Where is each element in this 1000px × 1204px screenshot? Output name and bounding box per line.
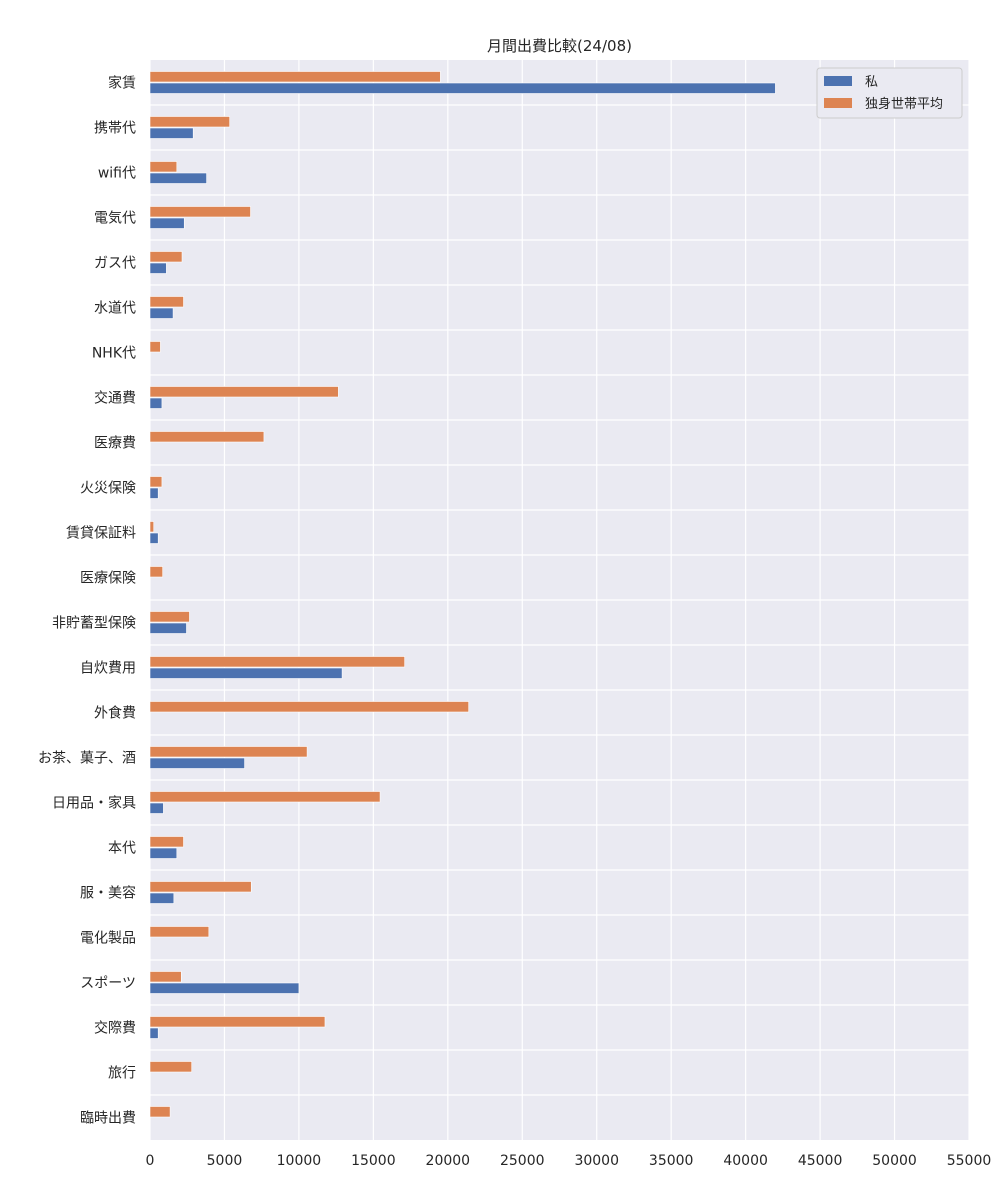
x-tick-label: 45000 — [798, 1153, 843, 1169]
chart-title: 月間出費比較(24/08) — [487, 37, 632, 55]
category-label: 外食費 — [94, 705, 136, 722]
legend-label-average: 独身世帯平均 — [865, 96, 943, 112]
bar-watashi — [149, 847, 178, 859]
bar-watashi — [149, 757, 245, 769]
category-label: 交際費 — [94, 1020, 136, 1037]
bar-average — [149, 836, 184, 848]
grid-lines — [149, 60, 970, 1140]
bar-average — [149, 116, 230, 128]
bar-watashi — [149, 667, 343, 679]
bar-average — [149, 971, 182, 983]
bar-watashi — [149, 307, 174, 319]
bar-average — [149, 881, 252, 893]
bar-watashi — [149, 982, 300, 994]
category-label: NHK代 — [92, 346, 136, 362]
category-label: 日用品・家具 — [52, 795, 136, 812]
bar-average — [149, 791, 381, 803]
bar-watashi — [149, 487, 159, 499]
category-label: 旅行 — [108, 1066, 136, 1082]
category-label: スポーツ — [80, 976, 136, 992]
category-label: 携帯代 — [94, 121, 136, 137]
bar-watashi — [149, 172, 207, 184]
x-tick-label: 55000 — [947, 1153, 992, 1169]
bar-average — [149, 746, 308, 758]
x-tick-label: 25000 — [500, 1153, 545, 1169]
bar-average — [149, 1061, 192, 1073]
category-label: 本代 — [108, 841, 136, 857]
x-tick-label: 0 — [146, 1153, 155, 1169]
bar-average — [149, 521, 155, 533]
bar-watashi — [149, 217, 185, 229]
bar-average — [149, 296, 184, 308]
category-label: wifi代 — [98, 166, 136, 182]
x-tick-label: 20000 — [426, 1153, 471, 1169]
category-label: ガス代 — [94, 256, 136, 272]
x-tick-label: 50000 — [872, 1153, 917, 1169]
bar-watashi — [149, 262, 167, 274]
x-tick-label: 15000 — [351, 1153, 396, 1169]
bar-average — [149, 1016, 326, 1028]
legend-swatch-watashi — [824, 76, 852, 86]
x-tick-label: 5000 — [207, 1153, 243, 1169]
legend-swatch-average — [824, 98, 852, 108]
bar-average — [149, 161, 178, 173]
bar-average — [149, 476, 163, 488]
bar-average — [149, 566, 163, 578]
bar-average — [149, 71, 441, 83]
bar-average — [149, 341, 161, 353]
category-label: 臨時出費 — [80, 1111, 136, 1127]
category-label: 賃貸保証料 — [66, 526, 136, 542]
bar-watashi — [149, 532, 159, 544]
bar-average — [149, 206, 251, 218]
category-label: 水道代 — [94, 301, 136, 317]
bars — [149, 71, 776, 1118]
category-label: 交通費 — [94, 390, 136, 407]
bar-watashi — [149, 397, 163, 409]
bar-average — [149, 656, 405, 668]
bar-average — [149, 701, 469, 713]
category-label: お茶、菓子、酒 — [38, 751, 136, 767]
bar-average — [149, 431, 265, 443]
legend: 私 独身世帯平均 — [816, 67, 963, 119]
category-label: 自炊費用 — [80, 661, 136, 677]
x-tick-labels: 0 5000 10000 15000 20000 25000 30000 35000 40000… — [146, 1153, 992, 1169]
category-label: 火災保険 — [80, 481, 136, 497]
category-label: 医療費 — [94, 435, 136, 452]
x-tick-label: 30000 — [574, 1153, 619, 1169]
category-label: 電気代 — [94, 211, 136, 227]
bar-average — [149, 926, 210, 938]
category-label: 非貯蓄型保険 — [52, 616, 136, 632]
legend-box — [816, 67, 963, 119]
category-label: 医療保険 — [80, 570, 136, 587]
bar-average — [149, 1106, 171, 1118]
x-tick-label: 40000 — [723, 1153, 768, 1169]
bar-watashi — [149, 1027, 159, 1039]
bar-average — [149, 611, 190, 623]
bar-watashi — [149, 127, 194, 139]
category-label: 電化製品 — [80, 931, 136, 947]
bar-average — [149, 251, 183, 263]
bar-watashi — [149, 82, 776, 94]
x-tick-label: 35000 — [649, 1153, 694, 1169]
bar-watashi — [149, 802, 164, 814]
category-label: 家賃 — [108, 75, 136, 92]
legend-label-watashi: 私 — [865, 75, 878, 90]
x-tick-label: 10000 — [277, 1153, 322, 1169]
category-label: 服・美容 — [80, 885, 136, 902]
bar-average — [149, 386, 339, 398]
bar-watashi — [149, 892, 175, 904]
bar-watashi — [149, 622, 187, 634]
